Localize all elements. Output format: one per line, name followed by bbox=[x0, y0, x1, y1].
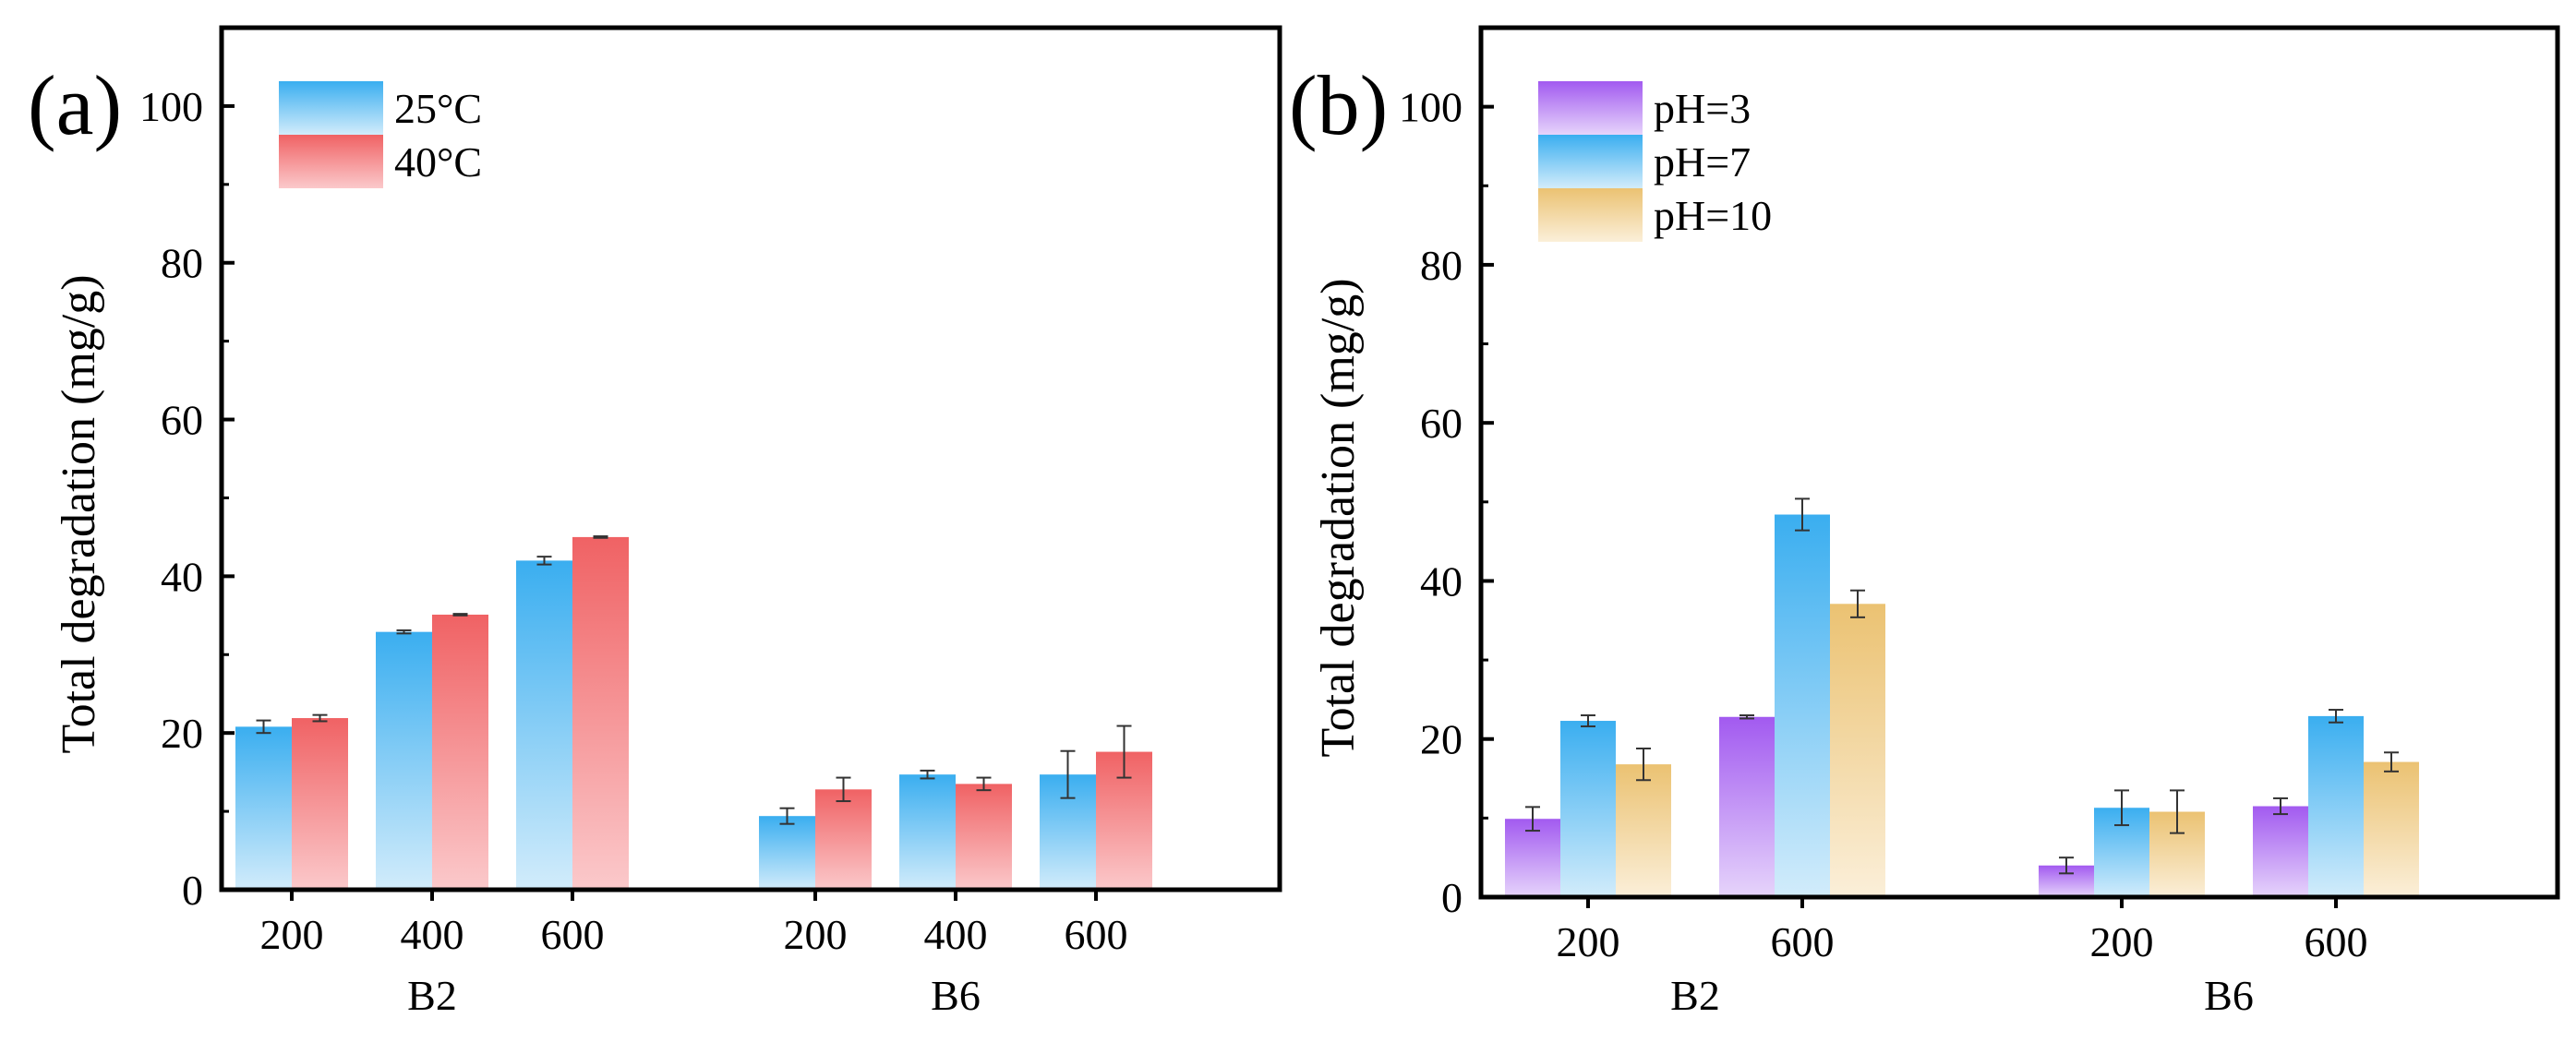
bar-ph3-0 bbox=[1505, 819, 1560, 897]
error-bar bbox=[2059, 856, 2074, 875]
y-tick-label: 100 bbox=[139, 83, 203, 130]
x-tick-label: 400 bbox=[924, 911, 988, 958]
error-bar bbox=[1116, 725, 1132, 779]
error-bar bbox=[2273, 796, 2288, 816]
y-tick-label: 0 bbox=[182, 867, 203, 914]
bar-ph10-1 bbox=[1830, 604, 1885, 897]
error-bar bbox=[1060, 749, 1076, 799]
error-bar bbox=[452, 613, 468, 617]
bar-ph10-3 bbox=[2364, 761, 2419, 897]
y-tick-label: 60 bbox=[161, 397, 203, 444]
x-tick-label: 400 bbox=[401, 911, 464, 958]
legend: pH=3 pH=7 pH=10 bbox=[1538, 81, 1772, 242]
bar-40c-4 bbox=[956, 784, 1012, 890]
bar-ph7-1 bbox=[1775, 514, 1830, 897]
x-tick-label: 600 bbox=[2305, 918, 2368, 965]
y-tick-label: 20 bbox=[161, 710, 203, 757]
bar-25c-4 bbox=[899, 774, 956, 890]
error-bar bbox=[976, 776, 992, 792]
y-tick-label: 0 bbox=[1441, 874, 1463, 921]
legend-swatch bbox=[1538, 81, 1643, 135]
panel-label: (b) bbox=[1289, 58, 1388, 152]
error-bar bbox=[2114, 789, 2129, 827]
error-bar bbox=[536, 556, 552, 566]
group-label: B2 bbox=[407, 972, 457, 1019]
bar-ph3-1 bbox=[1719, 716, 1775, 897]
error-bar bbox=[2170, 789, 2185, 834]
error-bar bbox=[2384, 751, 2399, 773]
x-tick-label: 200 bbox=[260, 911, 324, 958]
bar-40c-3 bbox=[815, 789, 872, 890]
group-label: B2 bbox=[1670, 972, 1720, 1019]
error-bar bbox=[1525, 806, 1540, 832]
error-bar bbox=[836, 776, 851, 803]
bar-ph7-0 bbox=[1560, 721, 1616, 897]
error-bar bbox=[1739, 714, 1754, 720]
y-tick-label: 20 bbox=[1420, 716, 1463, 763]
y-tick-label: 80 bbox=[161, 240, 203, 287]
error-bar bbox=[1850, 589, 1865, 618]
error-bar bbox=[256, 719, 271, 735]
x-tick-label: 600 bbox=[541, 911, 605, 958]
legend-label: pH=3 bbox=[1654, 85, 1751, 132]
panel-label: (a) bbox=[28, 58, 122, 152]
legend-label: pH=10 bbox=[1654, 192, 1772, 239]
bar-25c-0 bbox=[235, 726, 292, 890]
legend-label: pH=7 bbox=[1654, 138, 1751, 186]
error-bar bbox=[1795, 497, 1810, 532]
bar-ph7-3 bbox=[2308, 715, 2364, 897]
group-label: B6 bbox=[931, 972, 981, 1019]
error-bar bbox=[396, 629, 412, 635]
bar-40c-1 bbox=[432, 614, 488, 890]
chart-panel-b: 0 20 40 60 80 100 200 600 200 600 B2 B6 Total degrad… bbox=[1289, 25, 2560, 1019]
x-tick-label: 600 bbox=[1065, 911, 1128, 958]
x-tick-label: 200 bbox=[2090, 918, 2154, 965]
error-bar bbox=[593, 535, 608, 539]
bar-40c-0 bbox=[292, 718, 348, 890]
legend-swatch bbox=[1538, 188, 1643, 242]
bar-25c-3 bbox=[759, 816, 815, 890]
y-tick-label: 80 bbox=[1420, 242, 1463, 289]
y-tick-label: 60 bbox=[1420, 400, 1463, 447]
legend-swatch bbox=[279, 135, 383, 188]
legend: 25°C 40°C bbox=[279, 81, 482, 188]
y-tick-label: 40 bbox=[161, 553, 203, 600]
x-tick-label: 200 bbox=[784, 911, 848, 958]
error-bar bbox=[779, 807, 795, 825]
bar-25c-2 bbox=[516, 560, 572, 890]
error-bar bbox=[1636, 748, 1651, 782]
error-bar bbox=[1581, 714, 1595, 728]
y-axis-title: Total degradation (mg/g) bbox=[53, 274, 105, 753]
bar-40c-2 bbox=[572, 536, 629, 890]
x-tick-label: 200 bbox=[1557, 918, 1620, 965]
chart-panel-a: 0 20 40 60 80 100 200 400 600 200 400 600 B2 B6 Total … bbox=[28, 25, 1282, 1019]
legend-label: 40°C bbox=[394, 138, 482, 186]
y-axis-title: Total degradation (mg/g) bbox=[1312, 278, 1365, 757]
legend-label: 25°C bbox=[394, 85, 482, 132]
error-bar bbox=[2329, 709, 2343, 724]
x-tick-label: 600 bbox=[1771, 918, 1835, 965]
plot-frame bbox=[1478, 25, 2560, 900]
bar-25c-1 bbox=[376, 631, 432, 890]
error-bar bbox=[920, 769, 935, 780]
plot-frame bbox=[219, 25, 1282, 892]
bar-ph3-3 bbox=[2253, 806, 2308, 897]
legend-swatch bbox=[1538, 135, 1643, 188]
error-bar bbox=[312, 713, 328, 723]
bar-ph10-0 bbox=[1616, 764, 1671, 897]
group-label: B6 bbox=[2204, 972, 2254, 1019]
y-tick-label: 40 bbox=[1420, 557, 1463, 605]
y-tick-label: 100 bbox=[1399, 84, 1463, 131]
legend-swatch bbox=[279, 81, 383, 135]
